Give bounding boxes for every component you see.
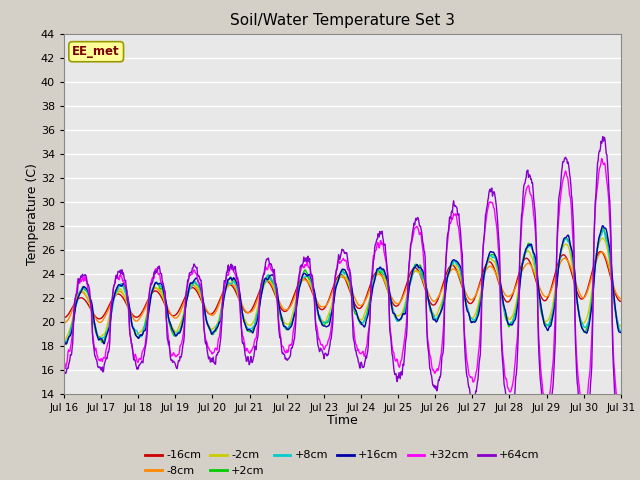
+2cm — [388, 306, 396, 312]
-2cm — [164, 313, 172, 319]
+64cm — [617, 439, 625, 445]
Line: +64cm: +64cm — [64, 136, 621, 447]
+16cm — [589, 286, 597, 292]
-2cm — [589, 274, 597, 280]
+8cm — [617, 328, 625, 334]
+64cm — [616, 444, 623, 450]
+2cm — [88, 304, 95, 310]
Line: +2cm: +2cm — [64, 228, 621, 344]
-8cm — [388, 295, 396, 301]
-8cm — [291, 293, 299, 299]
+8cm — [60, 340, 68, 346]
+32cm — [598, 157, 606, 163]
-2cm — [60, 336, 68, 342]
+8cm — [291, 306, 299, 312]
+32cm — [60, 358, 68, 364]
-8cm — [598, 249, 606, 255]
+64cm — [87, 300, 95, 305]
+64cm — [599, 133, 607, 139]
+16cm — [62, 341, 70, 347]
-8cm — [60, 320, 68, 326]
+8cm — [600, 227, 607, 232]
+32cm — [291, 319, 299, 324]
+2cm — [598, 226, 606, 231]
+2cm — [60, 336, 68, 342]
-2cm — [617, 323, 625, 329]
Line: -2cm: -2cm — [64, 238, 621, 339]
+32cm — [617, 416, 625, 422]
Line: +16cm: +16cm — [64, 226, 621, 344]
+32cm — [163, 324, 171, 330]
-16cm — [292, 288, 300, 293]
Line: -16cm: -16cm — [64, 252, 621, 319]
-16cm — [596, 249, 604, 254]
-8cm — [598, 249, 605, 255]
-16cm — [589, 264, 597, 269]
+32cm — [589, 293, 596, 299]
-8cm — [589, 270, 596, 276]
+8cm — [589, 290, 596, 296]
+16cm — [598, 223, 606, 229]
+16cm — [599, 223, 607, 228]
+16cm — [292, 308, 300, 313]
+2cm — [63, 341, 70, 347]
-2cm — [388, 307, 396, 312]
+32cm — [87, 301, 95, 307]
-2cm — [88, 308, 95, 314]
+64cm — [388, 351, 396, 357]
+2cm — [164, 314, 172, 320]
-16cm — [60, 315, 68, 321]
Line: +32cm: +32cm — [64, 158, 621, 419]
+2cm — [617, 328, 625, 334]
-16cm — [599, 250, 607, 256]
-8cm — [87, 303, 95, 309]
+16cm — [164, 311, 172, 316]
+8cm — [87, 300, 95, 306]
+32cm — [388, 344, 396, 349]
+8cm — [388, 303, 396, 309]
Legend: -16cm, -8cm, -2cm, +2cm, +8cm, +16cm, +32cm, +64cm: -16cm, -8cm, -2cm, +2cm, +8cm, +16cm, +3… — [141, 446, 544, 480]
+16cm — [88, 298, 95, 304]
+8cm — [163, 310, 171, 315]
+64cm — [291, 329, 299, 335]
-2cm — [598, 235, 606, 241]
-16cm — [95, 316, 103, 322]
+16cm — [388, 309, 396, 315]
+16cm — [617, 330, 625, 336]
+64cm — [589, 310, 596, 315]
+8cm — [598, 231, 605, 237]
-16cm — [164, 308, 172, 313]
Title: Soil/Water Temperature Set 3: Soil/Water Temperature Set 3 — [230, 13, 455, 28]
-2cm — [599, 235, 607, 241]
Line: +8cm: +8cm — [64, 229, 621, 343]
Line: -8cm: -8cm — [64, 252, 621, 323]
Text: EE_met: EE_met — [72, 45, 120, 58]
+64cm — [598, 141, 605, 146]
Y-axis label: Temperature (C): Temperature (C) — [26, 163, 39, 264]
-16cm — [388, 300, 396, 306]
X-axis label: Time: Time — [327, 414, 358, 427]
-8cm — [163, 304, 171, 310]
+2cm — [589, 277, 597, 283]
-8cm — [617, 296, 625, 301]
-16cm — [617, 299, 625, 304]
+2cm — [599, 226, 607, 231]
+2cm — [292, 304, 300, 310]
+32cm — [598, 156, 605, 161]
-2cm — [61, 336, 69, 342]
-2cm — [292, 298, 300, 304]
+64cm — [60, 367, 68, 373]
-16cm — [87, 306, 95, 312]
+64cm — [163, 336, 171, 342]
+16cm — [60, 337, 68, 343]
